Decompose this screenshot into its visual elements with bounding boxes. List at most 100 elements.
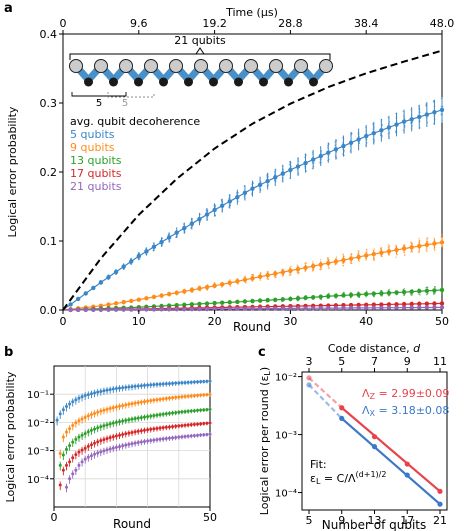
panel-b-point (205, 379, 209, 383)
panel-b-point (105, 388, 109, 392)
panel-c-x-tick-label: 5 (306, 514, 313, 527)
panel-a-scatter-dot (290, 273, 292, 276)
panel-b-point (64, 485, 68, 489)
panel-a-mean-point (151, 244, 157, 249)
panel-b-point (167, 436, 171, 440)
panel-b-point (124, 443, 128, 447)
panel-b-point (167, 396, 171, 400)
panel-a-mean-point (166, 307, 172, 312)
panel-a-mean-point (439, 305, 445, 310)
panel-b-point (164, 412, 168, 416)
panel-a-mean-point (356, 305, 361, 311)
inset-data-qubit (269, 59, 283, 73)
panel-c-point (306, 375, 312, 381)
panel-a-mean-point (409, 245, 414, 250)
panel-b-point (183, 435, 187, 439)
panel-a-mean-point (310, 306, 316, 311)
panel-b-point (71, 472, 75, 476)
panel-a-scatter-dot (403, 287, 406, 290)
panel-a-mean-point (371, 305, 376, 311)
panel-a-scatter-dot (373, 258, 375, 260)
inset-measure-qubit (184, 77, 193, 87)
panel-a-scatter-dot (373, 259, 376, 262)
panel-b-point (61, 468, 65, 472)
panel-b-point (86, 393, 90, 397)
panel-a-y-tick-label: 0.2 (40, 166, 58, 179)
legend-21-qubits: 21 qubits (70, 180, 122, 193)
panel-b-point (171, 436, 175, 440)
panel-b-point (158, 426, 162, 430)
panel-a-scatter-dot (388, 288, 390, 291)
panel-a-mean-point (386, 249, 392, 254)
panel-a-mean-point (136, 307, 141, 312)
panel-a-mean-point (310, 157, 316, 162)
panel-b-point (155, 426, 159, 430)
panel-a-top-tick-label: 38.4 (354, 17, 379, 30)
inset-bracket-five-b (107, 92, 155, 98)
panel-a-scatter-dot (434, 285, 436, 288)
panel-b-point (80, 448, 84, 452)
panel-b-point (208, 392, 212, 396)
panel-a-mean-point (212, 283, 217, 289)
panel-a-mean-point (288, 306, 293, 311)
panel-a: 0 10 20 30 40 500.00.10.20.30.40 9.6 19.2 28.8 38… (6, 6, 454, 334)
panel-a-mean-point (212, 306, 217, 312)
panel-b-point (174, 395, 178, 399)
panel-b-point (127, 402, 131, 406)
panel-b-point (192, 394, 196, 398)
panel-c-x-tick-label: 9 (338, 514, 345, 527)
panel-a-mean-point (280, 297, 286, 302)
panel-a-scatter-dot (296, 264, 299, 266)
inset-bracket-tip (195, 47, 205, 55)
panel-b-point (196, 393, 200, 397)
panel-a-scatter-dot (426, 238, 429, 240)
legend-9-qubits: 9 qubits (70, 141, 115, 154)
panel-a-x-axis-label: Round (233, 320, 271, 334)
panel-a-mean-point (83, 307, 88, 313)
inset-label-total: 21 qubits (174, 34, 226, 47)
panel-a-mean-point (288, 268, 293, 273)
panel-a-top-tick-label: 0 (60, 17, 67, 30)
panel-b-point (161, 426, 165, 430)
panel-a-mean-point (401, 246, 407, 251)
panel-a-mean-point (364, 291, 369, 297)
panel-a-scatter-dot (410, 293, 412, 296)
panel-c-point (339, 415, 345, 422)
panel-b-point (74, 468, 78, 472)
panel-a-mean-point (219, 306, 225, 312)
panel-b-point (96, 410, 100, 414)
lambda-z-annotation: ΛZ = 2.99±0.09 (362, 387, 449, 401)
panel-b-point (99, 389, 103, 393)
panel-a-mean-point (348, 292, 354, 298)
panel-c-point (404, 461, 410, 467)
panel-a-mean-point (144, 296, 149, 301)
panel-a-mean-point (394, 302, 399, 307)
inset-bracket-five-a (71, 92, 127, 97)
lambda-x-annotation: ΛX = 3.18±0.08 (362, 404, 449, 418)
panel-b-point (130, 417, 134, 421)
panel-a-mean-point (310, 263, 316, 269)
panel-b-point (77, 450, 81, 454)
panel-label-a: a (4, 1, 13, 16)
panel-a-x-tick-label: 20 (208, 315, 222, 328)
inset-measure-qubit (209, 77, 218, 87)
panel-a-mean-point (242, 299, 248, 304)
fit-title: Fit: (310, 458, 327, 471)
panel-b-point (58, 483, 62, 487)
panel-b-point (80, 395, 84, 399)
panel-a-mean-point (257, 182, 263, 188)
panel-a-mean-point (424, 112, 430, 117)
panel-a-scatter-dot (410, 241, 412, 243)
panel-a-mean-point (197, 306, 202, 312)
panel-b-point (161, 437, 165, 441)
panel-b-point (111, 387, 115, 391)
panel-a-mean-point (386, 290, 392, 296)
panel-a-mean-point (303, 265, 308, 270)
panel-a-scatter-dot (288, 274, 291, 277)
panel-a-mean-point (341, 257, 346, 263)
panel-a-mean-point (265, 178, 270, 184)
panel-a-scatter-dot (349, 262, 352, 264)
qubit-chain-inset: 21 qubits 5 5 (69, 34, 333, 109)
panel-a-mean-point (401, 305, 407, 310)
panel-c-top-tick-label: 11 (433, 355, 447, 368)
